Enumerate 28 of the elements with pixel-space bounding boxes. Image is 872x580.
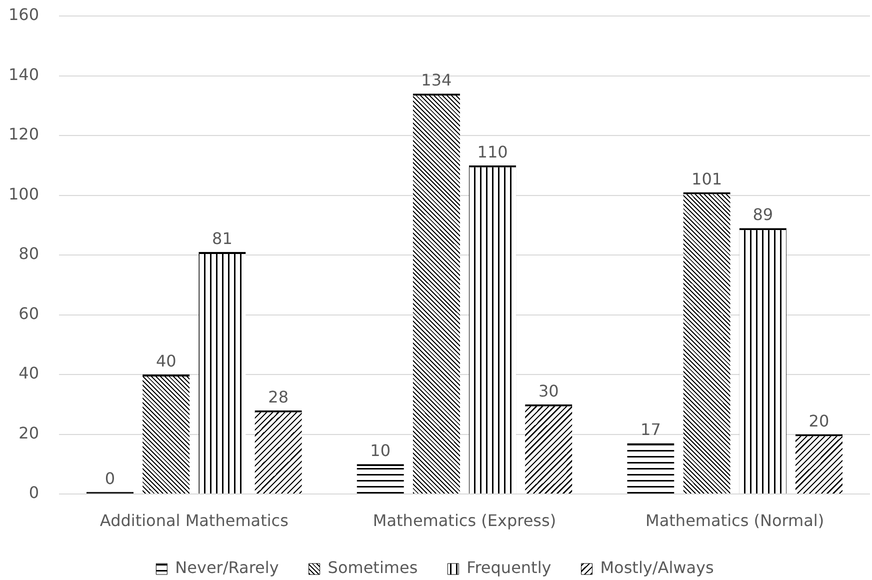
- x-tick-label: Mathematics (Normal): [646, 510, 824, 530]
- y-tick-label: 140: [8, 64, 39, 84]
- y-tick-label: 40: [18, 364, 39, 383]
- data-label: 30: [538, 381, 559, 400]
- y-tick-label: 100: [8, 184, 39, 204]
- y-tick-label: 160: [8, 5, 39, 24]
- y-tick-label: 0: [28, 483, 39, 502]
- legend-label: Never/Rarely: [175, 558, 279, 578]
- x-tick-label: Additional Mathematics: [100, 510, 288, 530]
- y-tick-label: 60: [18, 304, 39, 323]
- legend-label: Sometimes: [328, 558, 418, 578]
- data-label: 40: [156, 352, 176, 370]
- y-tick-label: 120: [8, 124, 39, 144]
- data-label: 81: [212, 229, 232, 248]
- data-label: 20: [808, 411, 830, 430]
- data-label: 101: [692, 169, 722, 188]
- data-label: 10: [370, 441, 391, 460]
- data-label: 110: [477, 142, 508, 162]
- data-label: 28: [268, 387, 288, 406]
- data-label: 0: [104, 469, 116, 488]
- x-tick-label: Mathematics (Express): [372, 510, 556, 530]
- data-label: 17: [640, 420, 661, 440]
- y-tick-label: 80: [18, 244, 39, 264]
- legend-label: Frequently: [466, 558, 552, 578]
- legend-label: Mostly/Always: [600, 558, 714, 578]
- data-label: 134: [421, 70, 452, 90]
- data-label: 89: [752, 205, 774, 224]
- y-tick-label: 20: [18, 423, 39, 442]
